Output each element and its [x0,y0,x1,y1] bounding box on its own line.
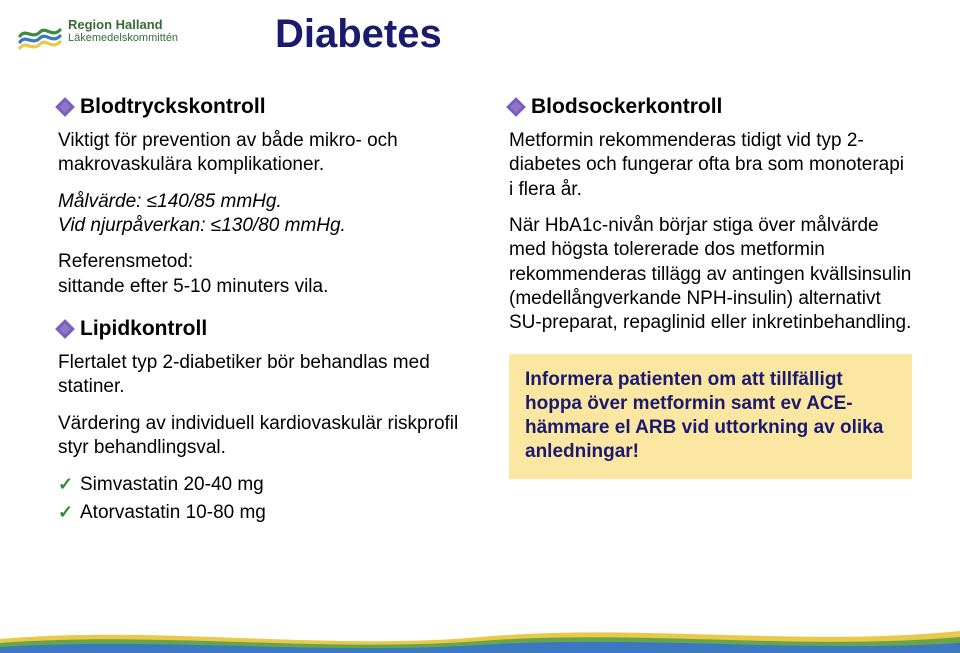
paragraph: När HbA1c-nivån börjar stiga över målvär… [509,214,912,336]
heading-text: Blodsockerkontroll [531,95,722,119]
page-title: Diabetes [275,12,442,57]
diamond-bullet-icon [506,97,526,117]
paragraph: Metformin rekommenderas tidigt vid typ 2… [509,129,912,202]
target-line: Vid njurpåverkan: ≤130/80 mmHg. [58,215,346,236]
logo-mark-icon [18,18,62,52]
content-columns: Blodtryckskontroll Viktigt för preventio… [58,95,912,543]
section-blodsocker: Blodsockerkontroll Metformin rekommender… [509,95,912,336]
logo-subtitle: Läkemedelskommittén [68,32,178,44]
paragraph: Värdering av individuell kardiovaskulär … [58,412,461,461]
section-heading: Blodsockerkontroll [509,95,912,119]
logo-text: Region Halland Läkemedelskommittén [68,18,178,44]
list-item: Atorvastatin 10-80 mg [80,500,461,526]
check-list: Simvastatin 20-40 mg Atorvastatin 10-80 … [58,472,461,525]
paragraph: Referensmetod: sittande efter 5-10 minut… [58,250,461,299]
footer-wave [0,617,960,653]
section-heading: Lipidkontroll [58,317,461,341]
section-blodtryck: Blodtryckskontroll Viktigt för preventio… [58,95,461,299]
section-lipid: Lipidkontroll Flertalet typ 2-diabetiker… [58,317,461,526]
logo-title: Region Halland [68,18,178,32]
highlight-callout: Informera patienten om att tillfälligt h… [509,354,912,479]
left-column: Blodtryckskontroll Viktigt för preventio… [58,95,461,543]
right-column: Blodsockerkontroll Metformin rekommender… [509,95,912,543]
section-heading: Blodtryckskontroll [58,95,461,119]
paragraph: Flertalet typ 2-diabetiker bör behandlas… [58,351,461,400]
org-logo: Region Halland Läkemedelskommittén [18,18,178,52]
paragraph: Viktigt för prevention av både mikro- oc… [58,129,461,178]
diamond-bullet-icon [55,97,75,117]
target-line: Målvärde: ≤140/85 mmHg. [58,191,282,212]
diamond-bullet-icon [55,319,75,339]
heading-text: Blodtryckskontroll [80,95,266,119]
heading-text: Lipidkontroll [80,317,207,341]
list-item: Simvastatin 20-40 mg [80,472,461,498]
paragraph: Målvärde: ≤140/85 mmHg. Vid njurpåverkan… [58,190,461,239]
